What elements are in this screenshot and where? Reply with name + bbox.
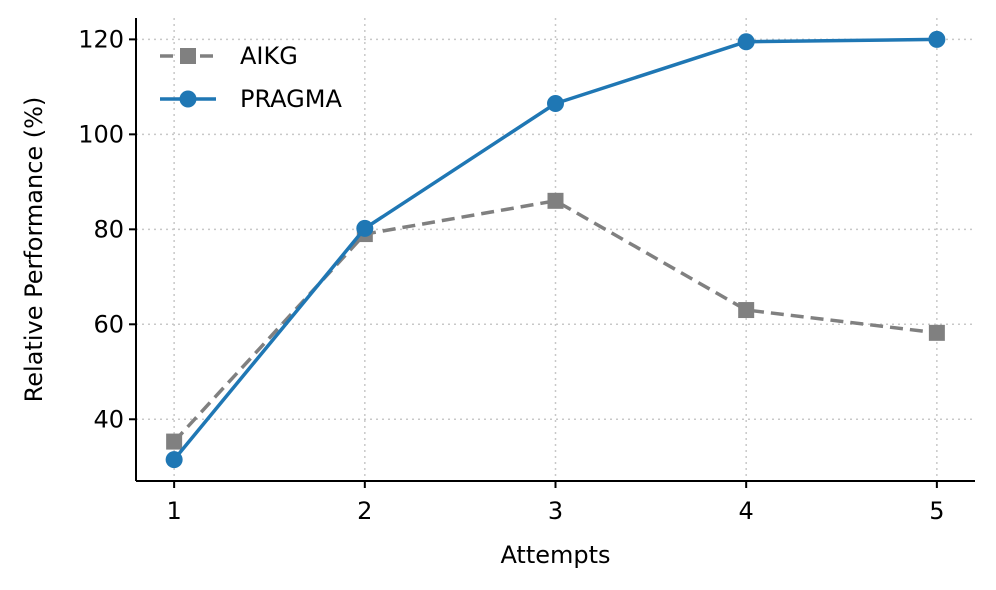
grid: [136, 18, 975, 481]
y-axis-label: Relative Performance (%): [20, 97, 48, 403]
data-point-pragma: [737, 33, 755, 51]
x-tick-label: 3: [548, 497, 563, 525]
x-axis-label: Attempts: [500, 541, 610, 569]
y-ticks: 40 60 80 100 120: [78, 25, 136, 433]
series-layer: [165, 30, 946, 469]
series-aikg: [166, 192, 945, 450]
data-point-aikg: [547, 192, 564, 209]
y-tick-label: 60: [93, 310, 124, 338]
legend-item-pragma: PRAGMA: [160, 85, 342, 113]
data-point-pragma: [547, 94, 564, 112]
data-point-pragma: [356, 219, 374, 237]
legend: AIKG PRAGMA: [160, 42, 342, 113]
data-point-pragma: [165, 451, 183, 469]
x-tick-label: 5: [929, 497, 944, 525]
y-tick-label: 80: [93, 215, 124, 243]
x-tick-label: 2: [357, 497, 372, 525]
data-point-pragma: [928, 30, 946, 48]
data-point-aikg: [738, 302, 755, 319]
y-tick-label: 120: [78, 25, 124, 53]
series-pragma: [165, 30, 946, 469]
data-point-aikg: [928, 324, 945, 341]
legend-label-pragma: PRAGMA: [240, 85, 342, 113]
x-tick-label: 4: [739, 497, 754, 525]
data-point-aikg: [166, 433, 183, 450]
y-tick-label: 100: [78, 120, 124, 148]
x-tick-label: 1: [166, 497, 181, 525]
y-tick-label: 40: [93, 405, 124, 433]
legend-item-aikg: AIKG: [160, 42, 298, 70]
legend-marker-aikg: [180, 48, 196, 64]
legend-marker-pragma: [179, 90, 197, 108]
legend-label-aikg: AIKG: [240, 42, 298, 70]
x-ticks: 1 2 3 4 5: [166, 481, 945, 525]
